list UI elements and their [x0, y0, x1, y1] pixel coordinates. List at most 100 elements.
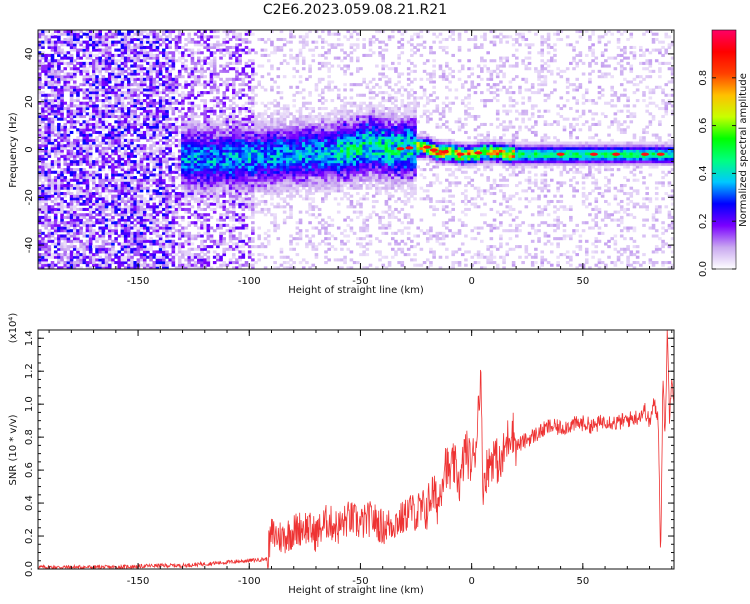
spectrogram-cell [171, 181, 176, 185]
spectrogram-cell [270, 101, 274, 105]
spectrogram-cell [286, 215, 290, 219]
spectrogram-cell [177, 69, 182, 73]
spectrogram-cell [69, 229, 74, 233]
spectrogram-cell [107, 133, 112, 137]
spectrogram-cell [155, 165, 160, 169]
spectrogram-cell [76, 114, 80, 119]
spectrogram-cell [79, 157, 83, 161]
spectrogram-cell [238, 181, 242, 185]
spectrogram-cell [174, 168, 179, 172]
spectrogram-cell [177, 93, 182, 97]
spectrogram-cell [104, 56, 109, 60]
spectrogram-cell [57, 91, 61, 95]
spectrogram-cell [133, 125, 137, 129]
spectrogram-cell [117, 40, 122, 44]
spectrogram-cell [270, 184, 274, 188]
spectrogram-cell [136, 215, 141, 219]
spectrogram-cell [181, 242, 185, 246]
spectrogram-cell [47, 99, 52, 103]
spectrogram-cell [168, 199, 172, 204]
spectrogram-cell [200, 261, 204, 265]
spectrogram-cell [66, 35, 71, 39]
spectrogram-cell [72, 170, 77, 174]
spectrogram-cell [238, 37, 242, 42]
spectrogram-cell [146, 109, 150, 113]
spectrogram-cell [206, 122, 211, 126]
spectrogram-cell [190, 144, 195, 148]
spectrogram-cell [177, 83, 182, 87]
spectrogram-cell [107, 226, 112, 230]
spectrogram-cell [162, 178, 166, 182]
spectrogram-cell [88, 253, 93, 257]
spectrogram-cell [69, 125, 74, 129]
spectrogram-cell [146, 138, 150, 142]
spectrogram-cell [260, 154, 265, 158]
spectrogram-cell [197, 69, 201, 73]
spectrogram-cell [244, 178, 249, 182]
spectrogram-cell [197, 48, 201, 52]
spectrogram-cell [251, 152, 255, 156]
spectrogram-cell [92, 170, 96, 174]
spectrogram-cell [200, 199, 204, 204]
spectrogram-cell [216, 242, 220, 246]
spectrogram-cell [289, 125, 293, 129]
spectrogram-cell [184, 149, 188, 153]
spectrogram-cell [98, 32, 102, 36]
spectrogram-cell [206, 218, 211, 222]
spectrogram-cell [120, 109, 125, 113]
spectrogram-cell [206, 255, 211, 259]
spectrogram-cell [162, 186, 166, 190]
spectrogram-cell [152, 229, 157, 233]
spectrogram-cell [66, 120, 71, 124]
spectrogram-cell [136, 245, 141, 249]
spectrogram-cell [282, 173, 287, 177]
spectrogram-cell [127, 239, 131, 243]
spectrogram-cell [206, 160, 211, 164]
spectrogram-cell [244, 181, 249, 185]
spectrogram-cell [279, 120, 284, 124]
spectrogram-cell [82, 191, 87, 196]
spectrogram-cell [200, 112, 204, 116]
spectrogram-cell [184, 122, 188, 126]
spectrogram-cell [146, 162, 150, 166]
spectrogram-cell [155, 128, 160, 132]
spectrogram-cell [270, 125, 274, 129]
spectrogram-cell [127, 83, 131, 87]
spectrogram-cell [117, 223, 122, 227]
spectrogram-cell [158, 51, 163, 55]
spectrogram-cell [200, 221, 204, 225]
spectrogram-cell [222, 130, 227, 134]
spectrogram-cell [200, 263, 204, 267]
spectrogram-cell [238, 239, 242, 243]
spectrogram-cell [79, 226, 83, 230]
spectrogram-cell [241, 157, 246, 161]
spectrogram-cell [203, 117, 207, 121]
spectrogram-cell [190, 253, 195, 257]
spectrogram-cell [222, 223, 227, 227]
spectrogram-cell [162, 226, 166, 230]
spectrogram-cell [120, 173, 125, 177]
spectrogram-cell [136, 146, 141, 150]
spectrogram-cell [95, 112, 99, 116]
spectrogram-cell [273, 221, 277, 225]
spectrogram-cell [127, 199, 131, 204]
spectrogram-cell [257, 122, 261, 126]
spectrogram-cell [69, 239, 74, 243]
spectrogram-cell [92, 101, 96, 105]
spectrogram-cell [149, 133, 153, 137]
spectrogram-cell [251, 120, 255, 124]
spectrogram-cell [238, 165, 242, 169]
spectrogram-cell [79, 202, 83, 206]
spectrogram-cell [50, 112, 55, 116]
spectrogram-cell [123, 162, 128, 166]
spectrogram-cell [146, 152, 150, 156]
spectrogram-cell [228, 77, 233, 81]
spectrogram-cell [158, 69, 163, 73]
spectrogram-cell [206, 67, 211, 71]
spectrogram-cell [257, 165, 261, 169]
spectrogram-cell [219, 226, 223, 230]
spectrogram-cell [228, 184, 233, 188]
spectrogram-cell [247, 154, 252, 158]
spectrogram-cell [244, 157, 249, 161]
spectrogram-cell [181, 263, 185, 267]
